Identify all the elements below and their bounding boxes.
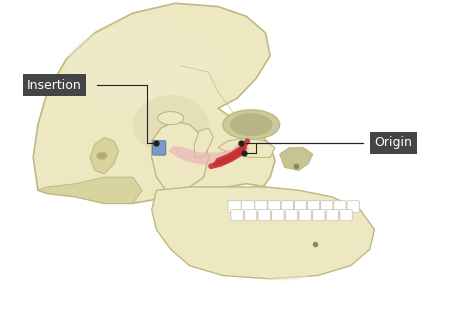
FancyBboxPatch shape: [313, 210, 325, 221]
FancyBboxPatch shape: [228, 201, 241, 213]
Polygon shape: [152, 121, 209, 190]
Polygon shape: [280, 148, 313, 171]
Ellipse shape: [97, 152, 107, 159]
Ellipse shape: [256, 261, 313, 280]
Polygon shape: [38, 177, 142, 203]
FancyBboxPatch shape: [231, 210, 243, 221]
Ellipse shape: [223, 110, 280, 139]
FancyBboxPatch shape: [294, 201, 307, 213]
FancyBboxPatch shape: [347, 201, 359, 213]
FancyBboxPatch shape: [153, 141, 166, 155]
Text: Insertion: Insertion: [27, 79, 82, 92]
Polygon shape: [90, 138, 118, 174]
FancyBboxPatch shape: [281, 201, 293, 213]
FancyBboxPatch shape: [285, 210, 298, 221]
Polygon shape: [33, 3, 294, 216]
Ellipse shape: [66, 25, 218, 107]
FancyBboxPatch shape: [340, 210, 352, 221]
FancyBboxPatch shape: [299, 210, 311, 221]
FancyBboxPatch shape: [272, 210, 284, 221]
FancyBboxPatch shape: [245, 210, 257, 221]
FancyBboxPatch shape: [258, 210, 270, 221]
Ellipse shape: [133, 95, 209, 154]
FancyBboxPatch shape: [255, 201, 267, 213]
Polygon shape: [218, 138, 275, 157]
Ellipse shape: [230, 113, 273, 136]
FancyBboxPatch shape: [326, 210, 338, 221]
Polygon shape: [168, 139, 249, 166]
Ellipse shape: [157, 112, 183, 125]
Polygon shape: [194, 128, 213, 157]
FancyBboxPatch shape: [320, 201, 333, 213]
FancyBboxPatch shape: [268, 201, 280, 213]
FancyBboxPatch shape: [308, 201, 320, 213]
FancyBboxPatch shape: [241, 201, 255, 213]
FancyBboxPatch shape: [334, 201, 346, 213]
Polygon shape: [152, 187, 374, 279]
Text: Origin: Origin: [374, 136, 412, 149]
